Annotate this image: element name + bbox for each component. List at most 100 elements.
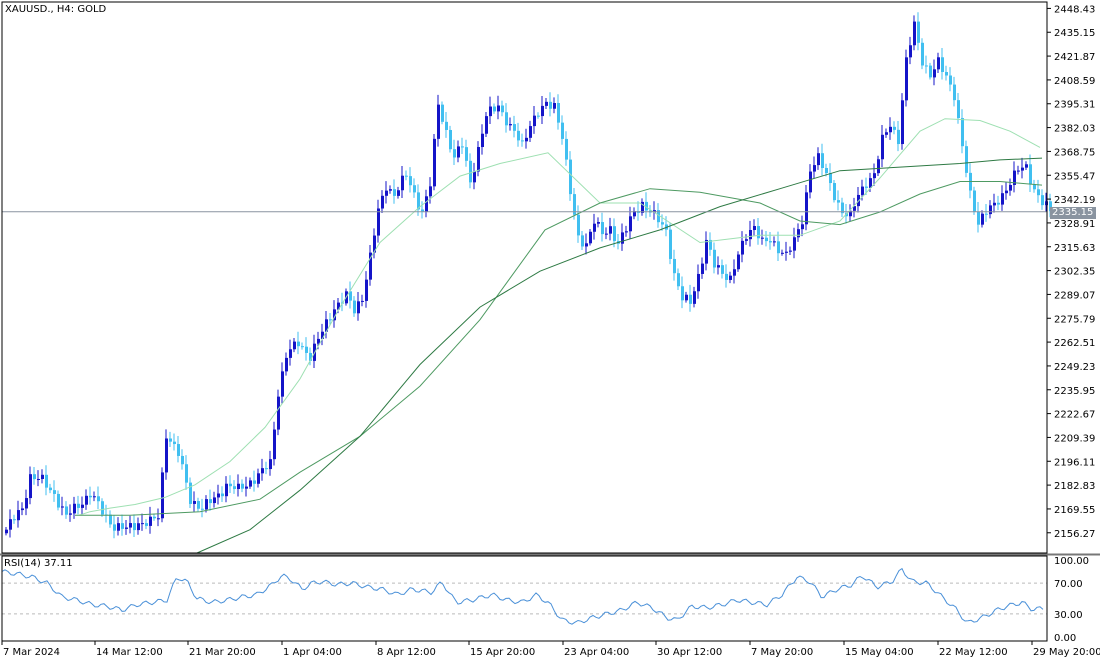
candle-body bbox=[901, 100, 904, 145]
candle-body bbox=[257, 473, 260, 484]
price-tick-label: 2169.55 bbox=[1054, 505, 1095, 516]
moving-average-slow bbox=[196, 157, 1043, 554]
candle-body bbox=[773, 241, 776, 243]
candle-body bbox=[381, 195, 384, 209]
candle-body bbox=[861, 186, 864, 195]
price-tick-label: 2156.27 bbox=[1054, 529, 1095, 540]
time-tick-label: 7 Mar 2024 bbox=[3, 647, 60, 658]
time-tick-label: 15 May 04:00 bbox=[845, 647, 914, 658]
candle-body bbox=[389, 189, 392, 191]
candle-body bbox=[597, 222, 600, 224]
candle-body bbox=[825, 167, 828, 174]
price-tick-label: 2448.43 bbox=[1054, 4, 1095, 15]
candle-body bbox=[805, 192, 808, 225]
candle-body bbox=[445, 121, 448, 130]
price-pane bbox=[2, 12, 1052, 554]
candle-body bbox=[757, 226, 760, 239]
candle-body bbox=[225, 483, 228, 497]
candle-body bbox=[689, 294, 692, 304]
candle-body bbox=[73, 503, 76, 514]
candle-body bbox=[29, 474, 32, 499]
candle-body bbox=[373, 235, 376, 253]
candle-body bbox=[433, 138, 436, 187]
candle-body bbox=[33, 474, 36, 480]
candle-body bbox=[301, 346, 304, 348]
time-tick-label: 1 Apr 04:00 bbox=[283, 647, 342, 658]
candle-body bbox=[789, 250, 792, 252]
candle-body bbox=[1021, 167, 1024, 171]
candle-body bbox=[661, 222, 664, 225]
candle-body bbox=[817, 153, 820, 166]
candle-body bbox=[1005, 190, 1008, 194]
candle-body bbox=[97, 496, 100, 502]
candle-body bbox=[353, 300, 356, 314]
time-tick-label: 8 Apr 12:00 bbox=[377, 647, 436, 658]
candle-body bbox=[93, 496, 96, 498]
candle-body bbox=[545, 101, 548, 106]
candle-body bbox=[933, 69, 936, 78]
candle-body bbox=[533, 115, 536, 127]
candle-body bbox=[493, 106, 496, 112]
candle-body bbox=[893, 126, 896, 130]
candle-body bbox=[485, 116, 488, 134]
candle-body bbox=[541, 105, 544, 117]
price-tick-label: 2368.75 bbox=[1054, 147, 1095, 158]
time-tick-label: 14 Mar 12:00 bbox=[96, 647, 163, 658]
candle-body bbox=[185, 464, 188, 483]
candle-body bbox=[113, 524, 116, 531]
candle-body bbox=[509, 124, 512, 126]
price-tick-label: 2222.67 bbox=[1054, 410, 1095, 421]
moving-average-mid bbox=[75, 181, 1043, 516]
candle-body bbox=[741, 240, 744, 255]
candle-body bbox=[501, 105, 504, 113]
candle-body bbox=[1013, 170, 1016, 185]
candle-body bbox=[133, 523, 136, 531]
moving-average-fast bbox=[78, 118, 1041, 516]
candle-body bbox=[453, 149, 456, 158]
time-tick-label: 21 Mar 20:00 bbox=[189, 647, 256, 658]
candle-body bbox=[269, 459, 272, 470]
candle-body bbox=[429, 186, 432, 197]
candle-body bbox=[477, 147, 480, 172]
candle-body bbox=[25, 498, 28, 509]
candle-body bbox=[793, 237, 796, 251]
candle-body bbox=[929, 65, 932, 78]
candle-body bbox=[297, 341, 300, 347]
candle-body bbox=[229, 483, 232, 487]
candle-body bbox=[549, 101, 552, 109]
candle-body bbox=[141, 523, 144, 525]
candle-body bbox=[925, 65, 928, 67]
candle-body bbox=[885, 132, 888, 135]
candle-body bbox=[421, 209, 424, 212]
candle-body bbox=[993, 202, 996, 206]
candle-body bbox=[393, 189, 396, 196]
candle-body bbox=[821, 153, 824, 168]
price-tick-label: 2328.91 bbox=[1054, 219, 1095, 230]
candle-body bbox=[21, 508, 24, 511]
candle-body bbox=[569, 159, 572, 195]
candle-body bbox=[37, 478, 40, 480]
candle-body bbox=[217, 493, 220, 498]
candle-body bbox=[629, 216, 632, 232]
candle-body bbox=[357, 301, 360, 314]
candle-body bbox=[397, 190, 400, 196]
candle-body bbox=[765, 237, 768, 242]
candle-body bbox=[1001, 193, 1004, 205]
candle-body bbox=[513, 124, 516, 131]
candle-body bbox=[721, 265, 724, 274]
candle-body bbox=[61, 506, 64, 508]
candle-body bbox=[281, 371, 284, 397]
candle-body bbox=[409, 176, 412, 186]
candle-body bbox=[369, 252, 372, 280]
rsi-scale-label: 70.00 bbox=[1054, 579, 1083, 590]
candle-body bbox=[761, 237, 764, 239]
candle-body bbox=[725, 273, 728, 280]
current-price-tag: 2335.15 bbox=[1050, 207, 1096, 219]
candle-body bbox=[1041, 195, 1044, 206]
time-tick-label: 7 May 20:00 bbox=[751, 647, 813, 658]
candle-body bbox=[205, 499, 208, 510]
price-tick-label: 2421.87 bbox=[1054, 52, 1095, 63]
candle-body bbox=[973, 190, 976, 212]
